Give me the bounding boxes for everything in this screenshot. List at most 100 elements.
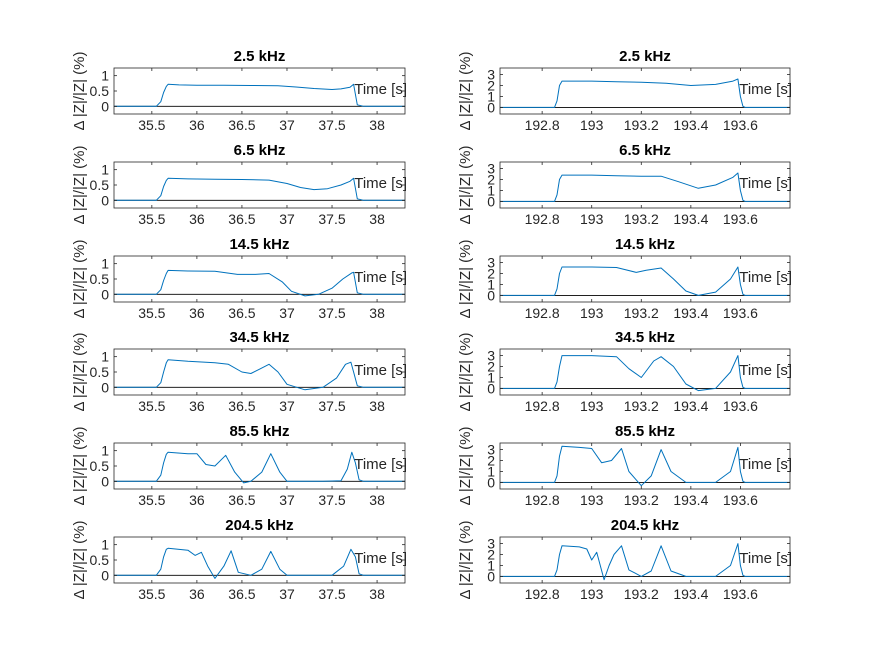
x-tick-label: 193.4 bbox=[673, 211, 708, 227]
axes-box bbox=[499, 442, 791, 490]
y-tick-label: 1 bbox=[101, 443, 109, 459]
x-axis-label: Time [s] bbox=[354, 550, 407, 567]
subplot-7: 35.5 36 36.5 37 37.5 38 00.51 34.5 kHz Time [s] Δ… bbox=[71, 329, 407, 414]
y-axis-label: Δ |Z|/|Z| (%) bbox=[71, 240, 88, 319]
x-tick-label: 193.2 bbox=[624, 398, 659, 414]
x-axis-label: Time [s] bbox=[739, 550, 792, 567]
subplot-3: 35.5 36 36.5 37 37.5 38 00.51 6.5 kHz Time [s] Δ … bbox=[71, 142, 407, 227]
subplot-11: 35.5 36 36.5 37 37.5 38 00.51 204.5 kHz Time [s]… bbox=[71, 517, 407, 602]
y-tick-label: 3 bbox=[487, 348, 495, 364]
x-tick-label: 192.8 bbox=[525, 211, 560, 227]
x-tick-label: 193.2 bbox=[624, 492, 659, 508]
x-tick-label: 38 bbox=[369, 211, 385, 227]
x-tick-label: 35.5 bbox=[138, 211, 165, 227]
x-tick-label: 193.4 bbox=[673, 398, 708, 414]
x-tick-label: 193.6 bbox=[723, 586, 758, 602]
y-tick-label: 1 bbox=[101, 537, 109, 553]
y-tick-label: 0 bbox=[487, 99, 495, 115]
y-tick-label: 0 bbox=[487, 193, 495, 209]
series-line-1 bbox=[114, 269, 405, 297]
x-tick-label: 192.8 bbox=[525, 398, 560, 414]
y-tick-label: 0 bbox=[487, 568, 495, 584]
x-tick-label: 37 bbox=[279, 492, 295, 508]
y-axis-label: Δ |Z|/|Z| (%) bbox=[457, 52, 474, 131]
y-tick-label: 0 bbox=[101, 98, 109, 114]
axes-box bbox=[499, 161, 791, 209]
x-tick-label: 36.5 bbox=[228, 492, 255, 508]
subplot-title: 14.5 kHz bbox=[615, 236, 675, 253]
y-axis-label: Δ |Z|/|Z| (%) bbox=[71, 146, 88, 225]
y-tick-label: 1 bbox=[487, 276, 495, 292]
y-tick-label: 0.5 bbox=[90, 83, 110, 99]
y-tick-label: 2 bbox=[487, 78, 495, 94]
x-tick-label: 37 bbox=[279, 117, 295, 133]
x-tick-label: 193.4 bbox=[673, 117, 708, 133]
x-tick-label: 37.5 bbox=[318, 211, 345, 227]
y-tick-label: 1 bbox=[487, 369, 495, 385]
y-tick-label: 2 bbox=[487, 172, 495, 188]
series-line-1 bbox=[114, 177, 405, 201]
x-tick-label: 37 bbox=[279, 398, 295, 414]
x-axis-label: Time [s] bbox=[739, 362, 792, 379]
x-tick-label: 35.5 bbox=[138, 586, 165, 602]
subplot-title: 34.5 kHz bbox=[615, 329, 675, 346]
x-tick-label: 193.4 bbox=[673, 305, 708, 321]
x-tick-label: 193 bbox=[580, 398, 604, 414]
x-tick-label: 193.2 bbox=[624, 211, 659, 227]
subplot-title: 204.5 kHz bbox=[225, 517, 293, 534]
subplot-title: 14.5 kHz bbox=[229, 236, 289, 253]
y-tick-label: 0 bbox=[101, 379, 109, 395]
x-tick-label: 37.5 bbox=[318, 492, 345, 508]
x-tick-label: 36 bbox=[189, 117, 205, 133]
x-tick-label: 193.6 bbox=[723, 492, 758, 508]
subplot-5: 35.5 36 36.5 37 37.5 38 00.51 14.5 kHz Time [s] Δ… bbox=[71, 236, 407, 321]
y-tick-label: 0.5 bbox=[90, 552, 110, 568]
x-tick-label: 35.5 bbox=[138, 305, 165, 321]
x-tick-label: 192.8 bbox=[525, 117, 560, 133]
x-tick-label: 193.6 bbox=[723, 211, 758, 227]
series-line-1 bbox=[500, 266, 790, 296]
x-tick-label: 193.2 bbox=[624, 117, 659, 133]
y-axis-label: Δ |Z|/|Z| (%) bbox=[71, 333, 88, 412]
y-tick-label: 3 bbox=[487, 536, 495, 552]
x-tick-label: 36.5 bbox=[228, 305, 255, 321]
subplot-9: 35.5 36 36.5 37 37.5 38 00.51 85.5 kHz Time [s] Δ… bbox=[71, 423, 407, 508]
y-tick-label: 2 bbox=[487, 547, 495, 563]
x-tick-label: 193 bbox=[580, 492, 604, 508]
y-tick-label: 0 bbox=[101, 286, 109, 302]
x-tick-label: 192.8 bbox=[525, 305, 560, 321]
subplot-title: 6.5 kHz bbox=[619, 142, 671, 159]
y-axis-label: Δ |Z|/|Z| (%) bbox=[71, 521, 88, 600]
y-tick-label: 3 bbox=[487, 442, 495, 458]
x-tick-label: 36 bbox=[189, 398, 205, 414]
x-tick-label: 193.4 bbox=[673, 492, 708, 508]
x-axis-label: Time [s] bbox=[354, 81, 407, 98]
x-tick-label: 37 bbox=[279, 586, 295, 602]
series-line-1 bbox=[500, 543, 790, 581]
x-tick-label: 37 bbox=[279, 211, 295, 227]
x-tick-label: 37.5 bbox=[318, 586, 345, 602]
x-tick-label: 36.5 bbox=[228, 586, 255, 602]
x-tick-label: 37.5 bbox=[318, 398, 345, 414]
x-tick-label: 193 bbox=[580, 117, 604, 133]
y-tick-label: 3 bbox=[487, 255, 495, 271]
y-tick-label: 3 bbox=[487, 161, 495, 177]
x-tick-label: 36 bbox=[189, 586, 205, 602]
axes-box bbox=[499, 255, 791, 303]
y-tick-label: 1 bbox=[487, 182, 495, 198]
y-tick-label: 0 bbox=[487, 474, 495, 490]
y-tick-label: 1 bbox=[101, 256, 109, 272]
y-axis-label: Δ |Z|/|Z| (%) bbox=[457, 333, 474, 412]
x-tick-label: 193.2 bbox=[624, 586, 659, 602]
x-tick-label: 38 bbox=[369, 586, 385, 602]
subplot-1: 35.5 36 36.5 37 37.5 38 00.51 2.5 kHz Time [s] Δ … bbox=[71, 48, 407, 133]
x-tick-label: 36 bbox=[189, 211, 205, 227]
x-axis-label: Time [s] bbox=[739, 456, 792, 473]
y-tick-label: 2 bbox=[487, 453, 495, 469]
